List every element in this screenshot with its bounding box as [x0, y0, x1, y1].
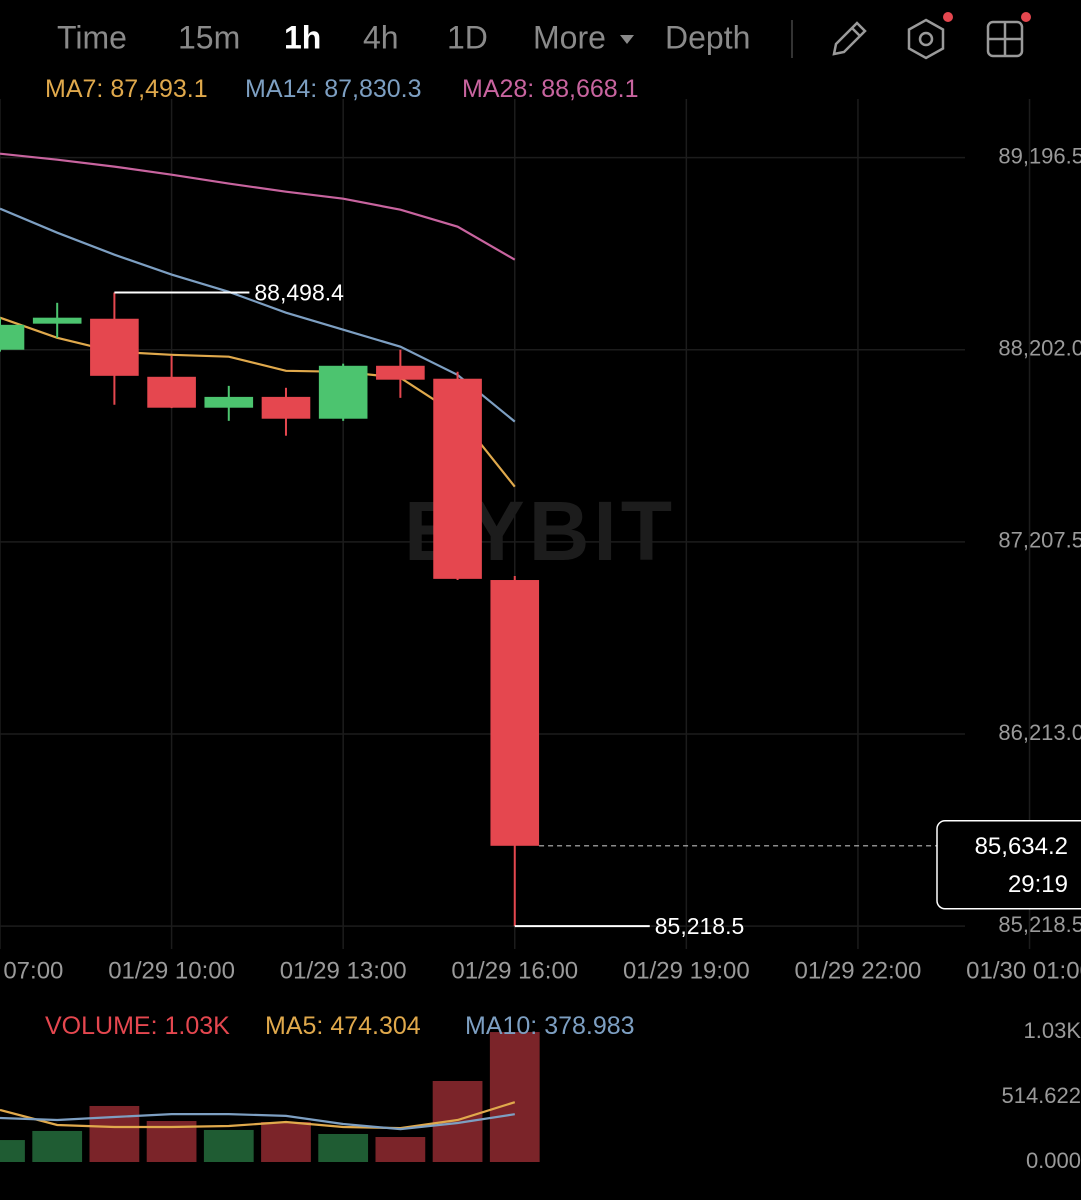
ma-line — [0, 207, 516, 423]
x-tick-label: 01/29 19:00 — [623, 957, 750, 984]
y-tick-label: 0.000 — [1026, 1148, 1081, 1173]
candle-body — [0, 324, 25, 350]
volume-bar — [375, 1137, 426, 1162]
toolbar-tab[interactable]: Depth — [665, 19, 750, 55]
ma-line — [0, 1101, 516, 1130]
legend-name: MA10: — [465, 1012, 537, 1040]
legend-entry: MA5: 474.304 — [265, 1012, 421, 1040]
notification-dot — [1021, 12, 1031, 22]
candle-body — [376, 365, 425, 380]
legend-value: 88,668.1 — [541, 75, 638, 103]
settings-icon[interactable] — [907, 18, 945, 60]
legend-entry: MA14: 87,830.3 — [245, 75, 422, 103]
volume-bar — [318, 1133, 369, 1162]
y-tick-label: 88,202.0 — [998, 336, 1081, 361]
candle-body — [490, 580, 540, 846]
volume-bar — [0, 1140, 25, 1162]
legend-entry: MA7: 87,493.1 — [45, 75, 208, 103]
volume-bar — [89, 1105, 140, 1162]
y-tick-label: 89,196.5 — [998, 143, 1081, 168]
x-tick-label: 01/29 16:00 — [451, 957, 578, 984]
candle-body — [147, 376, 196, 408]
candle-body — [318, 365, 368, 419]
toolbar-tab[interactable]: 1h — [284, 19, 321, 55]
notification-dot — [943, 12, 953, 22]
ma-line — [0, 1113, 515, 1131]
volume-bar — [32, 1130, 83, 1162]
legend-name: MA5: — [265, 1012, 323, 1040]
toolbar-tab[interactable]: Time — [57, 19, 127, 55]
legend-value: 1.03K — [164, 1012, 230, 1040]
countdown-label: 29:19 — [1008, 871, 1068, 898]
candle-body — [204, 396, 254, 408]
candle-body — [433, 378, 482, 579]
legend-entry: MA10: 378.983 — [465, 1012, 635, 1040]
x-tick-label: 01/30 01:00 — [966, 957, 1081, 984]
toolbar-tab[interactable]: More — [533, 19, 606, 55]
legend-value: 87,830.3 — [324, 75, 421, 103]
last-price-label: 85,634.2 — [975, 833, 1068, 860]
volume-bar — [261, 1122, 311, 1162]
x-tick-label: 01/29 10:00 — [108, 957, 235, 984]
y-tick-label: 1.03K — [1024, 1018, 1081, 1043]
toolbar-tab[interactable]: 4h — [363, 19, 399, 55]
candle-body — [90, 318, 139, 376]
legend-value: 378.983 — [544, 1012, 634, 1040]
layout-icon[interactable] — [986, 20, 1024, 58]
legend-name: MA7: — [45, 75, 103, 103]
y-tick-label: 86,213.0 — [998, 720, 1081, 745]
more-arrow[interactable] — [620, 35, 634, 44]
last-price-box — [936, 820, 1081, 910]
x-tick-label: 01/29 07:00 — [0, 957, 63, 984]
y-tick-label: 514.622 — [1001, 1083, 1081, 1108]
draw-tool-icon[interactable] — [832, 21, 867, 56]
extreme-label: 85,218.5 — [655, 913, 745, 939]
x-tick-label: 01/29 13:00 — [280, 957, 407, 984]
x-tick-label: 01/29 22:00 — [795, 957, 922, 984]
extreme-label: 88,498.4 — [254, 280, 344, 306]
legend-name: MA28: — [462, 75, 534, 103]
candle-body — [32, 317, 82, 324]
legend-entry: MA28: 88,668.1 — [462, 75, 639, 103]
volume-bar — [203, 1129, 254, 1162]
y-tick-label: 85,218.5 — [998, 912, 1081, 937]
volume-bar — [489, 1032, 540, 1162]
y-tick-label: 87,207.5 — [998, 528, 1081, 553]
legend-value: 474.304 — [330, 1012, 420, 1040]
toolbar-tab[interactable]: 1D — [447, 19, 488, 55]
toolbar-tab[interactable]: 15m — [178, 19, 240, 55]
legend-value: 87,493.1 — [110, 75, 207, 103]
legend-entry: VOLUME: 1.03K — [45, 1012, 230, 1040]
legend-name: VOLUME: — [45, 1012, 158, 1040]
ma-line — [0, 316, 516, 488]
ma-line — [0, 152, 516, 261]
legend-name: MA14: — [245, 75, 317, 103]
candle-body — [261, 396, 311, 419]
